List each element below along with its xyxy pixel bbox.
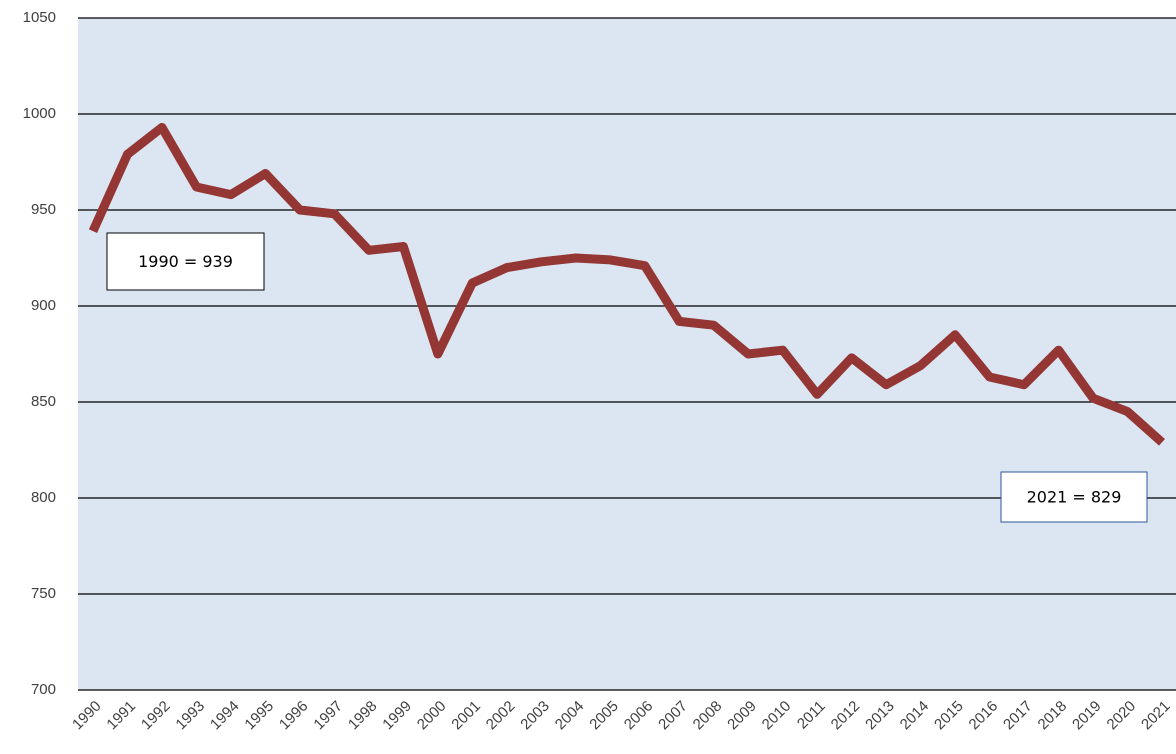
x-tick-label: 2016 xyxy=(966,698,1002,734)
x-tick-label: 1992 xyxy=(138,698,174,734)
x-tick-label: 2015 xyxy=(931,698,967,734)
y-tick-label: 850 xyxy=(31,393,56,410)
x-tick-label: 2018 xyxy=(1035,698,1071,734)
annotation: 1990 = 939 xyxy=(138,252,233,271)
x-tick-label: 2005 xyxy=(586,698,622,734)
x-tick-label: 2011 xyxy=(794,698,829,733)
y-tick-label: 1050 xyxy=(23,9,56,26)
x-tick-label: 2004 xyxy=(552,698,588,734)
x-tick-label: 2012 xyxy=(828,698,864,734)
x-tick-label: 2017 xyxy=(1000,698,1036,734)
plot-area xyxy=(78,18,1176,690)
x-tick-label: 2001 xyxy=(448,698,484,734)
x-tick-label: 1990 xyxy=(69,698,105,734)
x-tick-label: 2020 xyxy=(1104,698,1140,734)
annotation-box xyxy=(106,232,265,291)
x-tick-label: 2009 xyxy=(724,698,760,734)
x-tick-label: 1999 xyxy=(379,698,415,734)
y-tick-label: 900 xyxy=(31,297,56,314)
y-tick-label: 950 xyxy=(31,201,56,218)
x-tick-label: 2010 xyxy=(759,698,795,734)
x-tick-label: 2021 xyxy=(1138,698,1174,734)
line xyxy=(88,122,1165,446)
x-tick-label: 2003 xyxy=(517,698,553,734)
x-tick-label: 1998 xyxy=(345,698,381,734)
x-tick-label: 2007 xyxy=(655,698,691,734)
x-tick-label: 1996 xyxy=(276,698,312,734)
y-tick-label: 1000 xyxy=(23,105,56,122)
x-tick-label: 2002 xyxy=(483,698,519,734)
x-tick-label: 2008 xyxy=(690,698,726,734)
x-tick-label: 1993 xyxy=(172,698,208,734)
x-tick-label: 2000 xyxy=(414,698,450,734)
x-tick-label: 2006 xyxy=(621,698,657,734)
x-tick-label: 2014 xyxy=(897,698,933,734)
x-tick-label: 2013 xyxy=(862,698,898,734)
y-tick-label: 700 xyxy=(31,681,56,698)
annotation-box xyxy=(1000,471,1148,523)
y-tick-label: 750 xyxy=(31,585,56,602)
x-tick-label: 1997 xyxy=(310,698,346,734)
x-tick-label: 1995 xyxy=(241,698,277,734)
y-tick-label: 800 xyxy=(31,489,56,506)
x-tick-label: 1991 xyxy=(103,698,139,734)
x-tick-label: 1994 xyxy=(207,698,243,734)
annotation: 2021 = 829 xyxy=(1027,488,1122,507)
x-tick-label: 2019 xyxy=(1069,698,1105,734)
